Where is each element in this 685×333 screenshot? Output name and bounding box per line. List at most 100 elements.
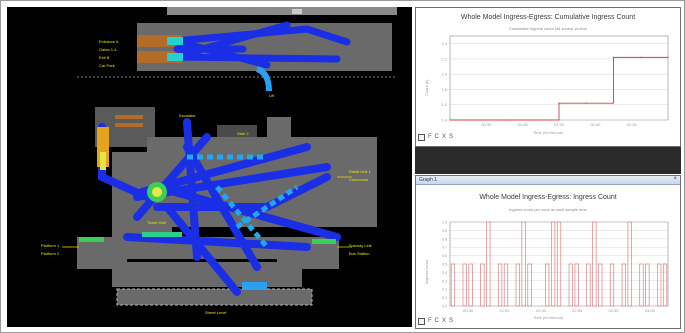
upper-density-a	[167, 37, 183, 45]
graph-panel-ingress[interactable]: Graph 1 × Whole Model Ingress-Egress: In…	[415, 175, 681, 329]
sim-label-platform-1: Platform 1	[41, 243, 60, 248]
bar	[645, 263, 650, 307]
x-tick-label: 02:30	[608, 308, 619, 313]
bar	[568, 263, 573, 307]
lower-platform-edge	[116, 288, 313, 306]
sim-label-upper-b: Gates 1-4	[99, 47, 117, 52]
toolbar-button-2[interactable]: C	[434, 318, 440, 324]
toolbar-button-4[interactable]: S	[449, 318, 454, 324]
middle-dense-flows	[187, 154, 299, 249]
data-point	[558, 102, 560, 104]
bar	[586, 263, 591, 307]
x-tick-label: 00:30	[463, 308, 474, 313]
toolbar-button-4[interactable]: S	[449, 134, 454, 140]
sim-label-upper-a: Entrance A	[99, 39, 119, 44]
bar	[550, 221, 556, 307]
sim-label-retail: Retail Unit 1	[349, 169, 371, 174]
y-tick-label: 0.7	[442, 246, 447, 250]
data-point	[667, 56, 669, 58]
graph-toolbar: F C X S	[418, 134, 453, 141]
panel-divider	[415, 147, 681, 174]
graph-panel-cumulative[interactable]: Whole Model Ingress-Egress: Cumulative I…	[415, 7, 681, 147]
bar	[657, 263, 662, 307]
sim-label-concourse: Concourse	[349, 177, 369, 182]
toolbar-button-1[interactable]: F	[428, 318, 432, 324]
graph-title: Whole Model Ingress-Egress: Cumulative I…	[460, 14, 636, 21]
sim-label-ticket-hall: Ticket Hall	[147, 220, 166, 225]
sim-label-upper-d: Car Park	[99, 63, 115, 68]
y-tick-label: 0.4	[442, 271, 447, 275]
bar	[639, 263, 644, 307]
save-icon[interactable]	[418, 318, 425, 325]
bar	[609, 263, 615, 307]
sim-label-subway: Subway Link	[349, 243, 372, 248]
toolbar-button-3[interactable]: X	[442, 318, 447, 324]
y-tick-label: 0.3	[442, 279, 447, 283]
y-tick-label: 0.9	[442, 229, 447, 233]
graph-window-title: Graph 1	[419, 177, 438, 183]
y-tick-label: 1.8	[441, 87, 447, 92]
toolbar-button-2[interactable]: C	[434, 134, 440, 140]
floor-plan-drawing	[62, 7, 397, 306]
middle-counter	[217, 125, 257, 137]
y-tick-label: 1.6	[441, 102, 447, 107]
bar	[503, 263, 509, 307]
data-point	[640, 56, 642, 58]
toolbar-button-1[interactable]: F	[428, 134, 432, 140]
x-tick-label: 02:30	[627, 122, 638, 127]
y-tick-label: 0.5	[442, 263, 447, 267]
lower-concourse-extension	[112, 265, 302, 287]
bar	[515, 263, 520, 307]
bar	[521, 221, 526, 307]
toolbar-button-3[interactable]: X	[442, 134, 447, 140]
data-point	[531, 119, 533, 121]
x-tick-label: 01:30	[536, 308, 547, 313]
x-tick-label: 02:00	[590, 122, 601, 127]
heat-band-left	[79, 237, 104, 242]
y-tick-label: 0.1	[442, 296, 447, 300]
heat-band-exit	[242, 282, 267, 290]
y-tick-label: 2.4	[441, 41, 447, 46]
graph-title: Whole Model Ingress-Egress: Ingress Coun…	[479, 194, 617, 201]
y-tick-label: 0.8	[442, 237, 447, 241]
data-point	[503, 119, 506, 121]
y-tick-label: 0.6	[442, 254, 447, 258]
upper-density-b	[167, 53, 183, 61]
middle-stair-2	[115, 123, 143, 127]
simulation-viewport[interactable]: Entrance A Gates 1-4 Exit B Car Park Esc…	[7, 7, 412, 327]
y-tick-label: 0.0	[442, 305, 447, 309]
bar	[462, 263, 467, 307]
sim-label-street: Street Level	[205, 310, 227, 315]
graph-x-axis-label: Time (hh:mm:ss)	[533, 130, 563, 135]
x-tick-label: 02:00	[572, 308, 583, 313]
y-tick-label: 0.2	[442, 288, 447, 292]
upper-flow-paths	[171, 21, 351, 69]
ingress-chart: 0.0 0.1 0.2 0.3 0.4 0.5 0.6 0.7 0.8 0.9 1.0 00:30 01…	[442, 221, 669, 313]
heat-hotspot-left-core	[100, 152, 106, 170]
sim-label-escalator: Escalator	[179, 113, 196, 118]
bar	[527, 263, 532, 307]
graph-window-header[interactable]: Graph 1 ×	[416, 176, 680, 185]
graph-x-axis-label: Time (hh:mm:ss)	[533, 315, 563, 320]
y-tick-label: 1.4	[441, 118, 447, 123]
heat-band-lower	[142, 232, 182, 237]
bar	[556, 221, 562, 307]
heat-band-right	[312, 239, 336, 244]
bar	[592, 221, 597, 307]
bar	[468, 263, 473, 307]
sim-label-platform-2: Platform 2	[41, 251, 60, 256]
upper-edge-strip	[167, 7, 397, 15]
middle-lift-core	[267, 117, 291, 147]
middle-stair-1	[115, 115, 143, 119]
close-icon[interactable]: ×	[673, 176, 677, 182]
data-point	[449, 119, 451, 121]
save-icon[interactable]	[418, 134, 425, 141]
graph-subtitle: Ingress count per zone at each sample ti…	[509, 207, 587, 212]
lower-wall	[127, 259, 277, 262]
heat-hotspot-center-core	[152, 187, 162, 197]
sim-label-lift: Lift	[269, 93, 275, 98]
sim-label-stair: Stair 2	[237, 131, 249, 136]
x-tick-label: 01:00	[518, 122, 529, 127]
y-tick-label: 1.0	[442, 221, 447, 225]
